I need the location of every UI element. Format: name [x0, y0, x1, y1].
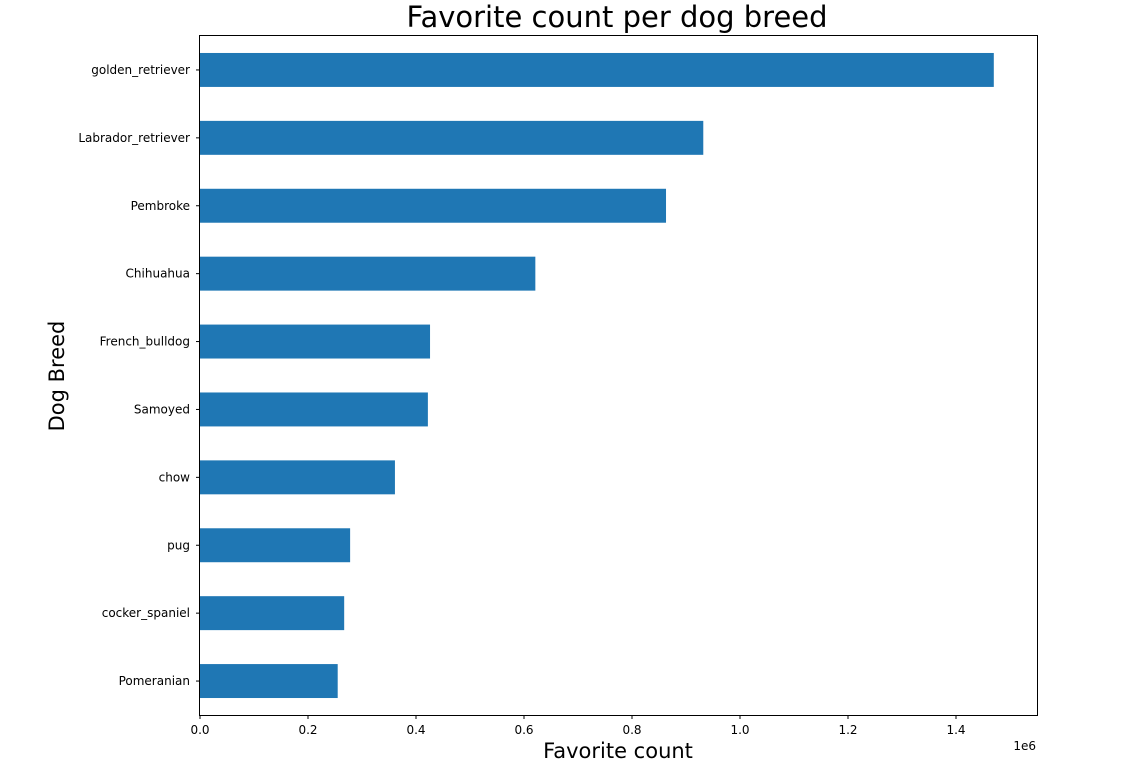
x-tick-label: 1.4 — [946, 723, 965, 737]
y-tick-label: pug — [167, 538, 190, 552]
bar-Samoyed — [200, 392, 428, 427]
y-tick-label: Chihuahua — [126, 267, 190, 281]
bar-Pomeranian — [200, 664, 338, 699]
bar-Labrador_retriever — [200, 120, 704, 155]
x-tick-label: 0.2 — [298, 723, 317, 737]
x-axis-label: Favorite count — [543, 739, 693, 763]
x-tick-label: 1.0 — [730, 723, 749, 737]
bars-group — [200, 52, 994, 699]
x-tick-label: 0.0 — [190, 723, 209, 737]
bar-French_bulldog — [200, 324, 431, 359]
bar-chow — [200, 460, 395, 495]
x-tick-label: 0.4 — [406, 723, 425, 737]
x-axis-ticks: 0.0 0.2 0.4 0.6 0.8 1.0 1.2 1.4 — [190, 715, 966, 737]
y-tick-label: chow — [159, 470, 191, 484]
y-tick-label: cocker_spaniel — [102, 606, 190, 620]
y-axis-ticks: golden_retriever Labrador_retriever Pembro… — [78, 63, 200, 688]
x-tick-label: 0.8 — [622, 723, 641, 737]
y-axis-label: Dog Breed — [45, 321, 69, 432]
plot-frame — [199, 35, 1038, 716]
y-tick-label: French_bulldog — [100, 335, 190, 349]
x-axis-offset-label: 1e6 — [1013, 739, 1036, 753]
x-tick-label: 1.2 — [838, 723, 857, 737]
bar-pug — [200, 528, 351, 563]
bar-Pembroke — [200, 188, 667, 223]
bar-golden_retriever — [200, 52, 994, 87]
y-tick-label: Pembroke — [131, 199, 190, 213]
y-tick-label: Labrador_retriever — [78, 131, 190, 145]
y-tick-label: Samoyed — [134, 402, 190, 416]
y-tick-label: Pomeranian — [119, 674, 190, 688]
y-tick-label: golden_retriever — [91, 63, 190, 77]
bar-cocker_spaniel — [200, 596, 345, 631]
chart-title: Favorite count per dog breed — [406, 0, 827, 34]
bar-Chihuahua — [200, 256, 536, 291]
x-tick-label: 0.6 — [514, 723, 533, 737]
